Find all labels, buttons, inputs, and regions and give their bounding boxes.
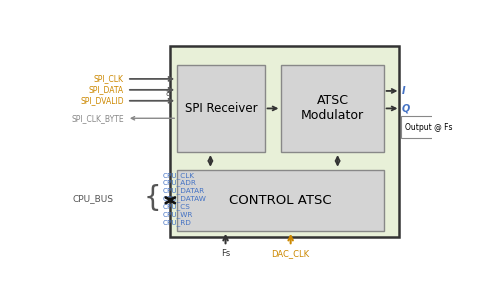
Text: CPU_ADR: CPU_ADR xyxy=(162,179,196,186)
Bar xyxy=(401,116,456,138)
Text: CPU_WR: CPU_WR xyxy=(162,211,192,218)
Text: SPI_DATA: SPI_DATA xyxy=(89,85,124,94)
Text: 8: 8 xyxy=(166,89,170,98)
Text: CPU_DATAW: CPU_DATAW xyxy=(162,195,206,202)
Text: I: I xyxy=(401,86,405,96)
Text: CONTROL ATSC: CONTROL ATSC xyxy=(229,194,332,207)
Text: Output @ Fs: Output @ Fs xyxy=(405,122,452,131)
Text: SPI_DVALID: SPI_DVALID xyxy=(80,96,124,105)
Text: CPU_RD: CPU_RD xyxy=(162,219,191,226)
Text: CPU_DATAR: CPU_DATAR xyxy=(162,187,204,194)
Text: CPU_BUS: CPU_BUS xyxy=(73,194,114,203)
Text: SPI_CLK: SPI_CLK xyxy=(94,74,124,83)
Bar xyxy=(170,46,398,237)
Text: SPI Receiver: SPI Receiver xyxy=(185,102,257,115)
Text: DAC_CLK: DAC_CLK xyxy=(272,249,310,258)
Text: Fs: Fs xyxy=(221,249,230,258)
Text: {: { xyxy=(144,184,161,212)
Bar xyxy=(177,65,264,152)
Text: CPU_CS: CPU_CS xyxy=(162,203,190,210)
Text: CPU_CLK: CPU_CLK xyxy=(162,172,194,179)
Text: Q: Q xyxy=(401,103,410,113)
Bar xyxy=(281,65,384,152)
Text: SPI_CLK_BYTE: SPI_CLK_BYTE xyxy=(72,114,124,123)
Text: ATSC
Modulator: ATSC Modulator xyxy=(301,95,364,122)
Bar xyxy=(177,170,384,231)
